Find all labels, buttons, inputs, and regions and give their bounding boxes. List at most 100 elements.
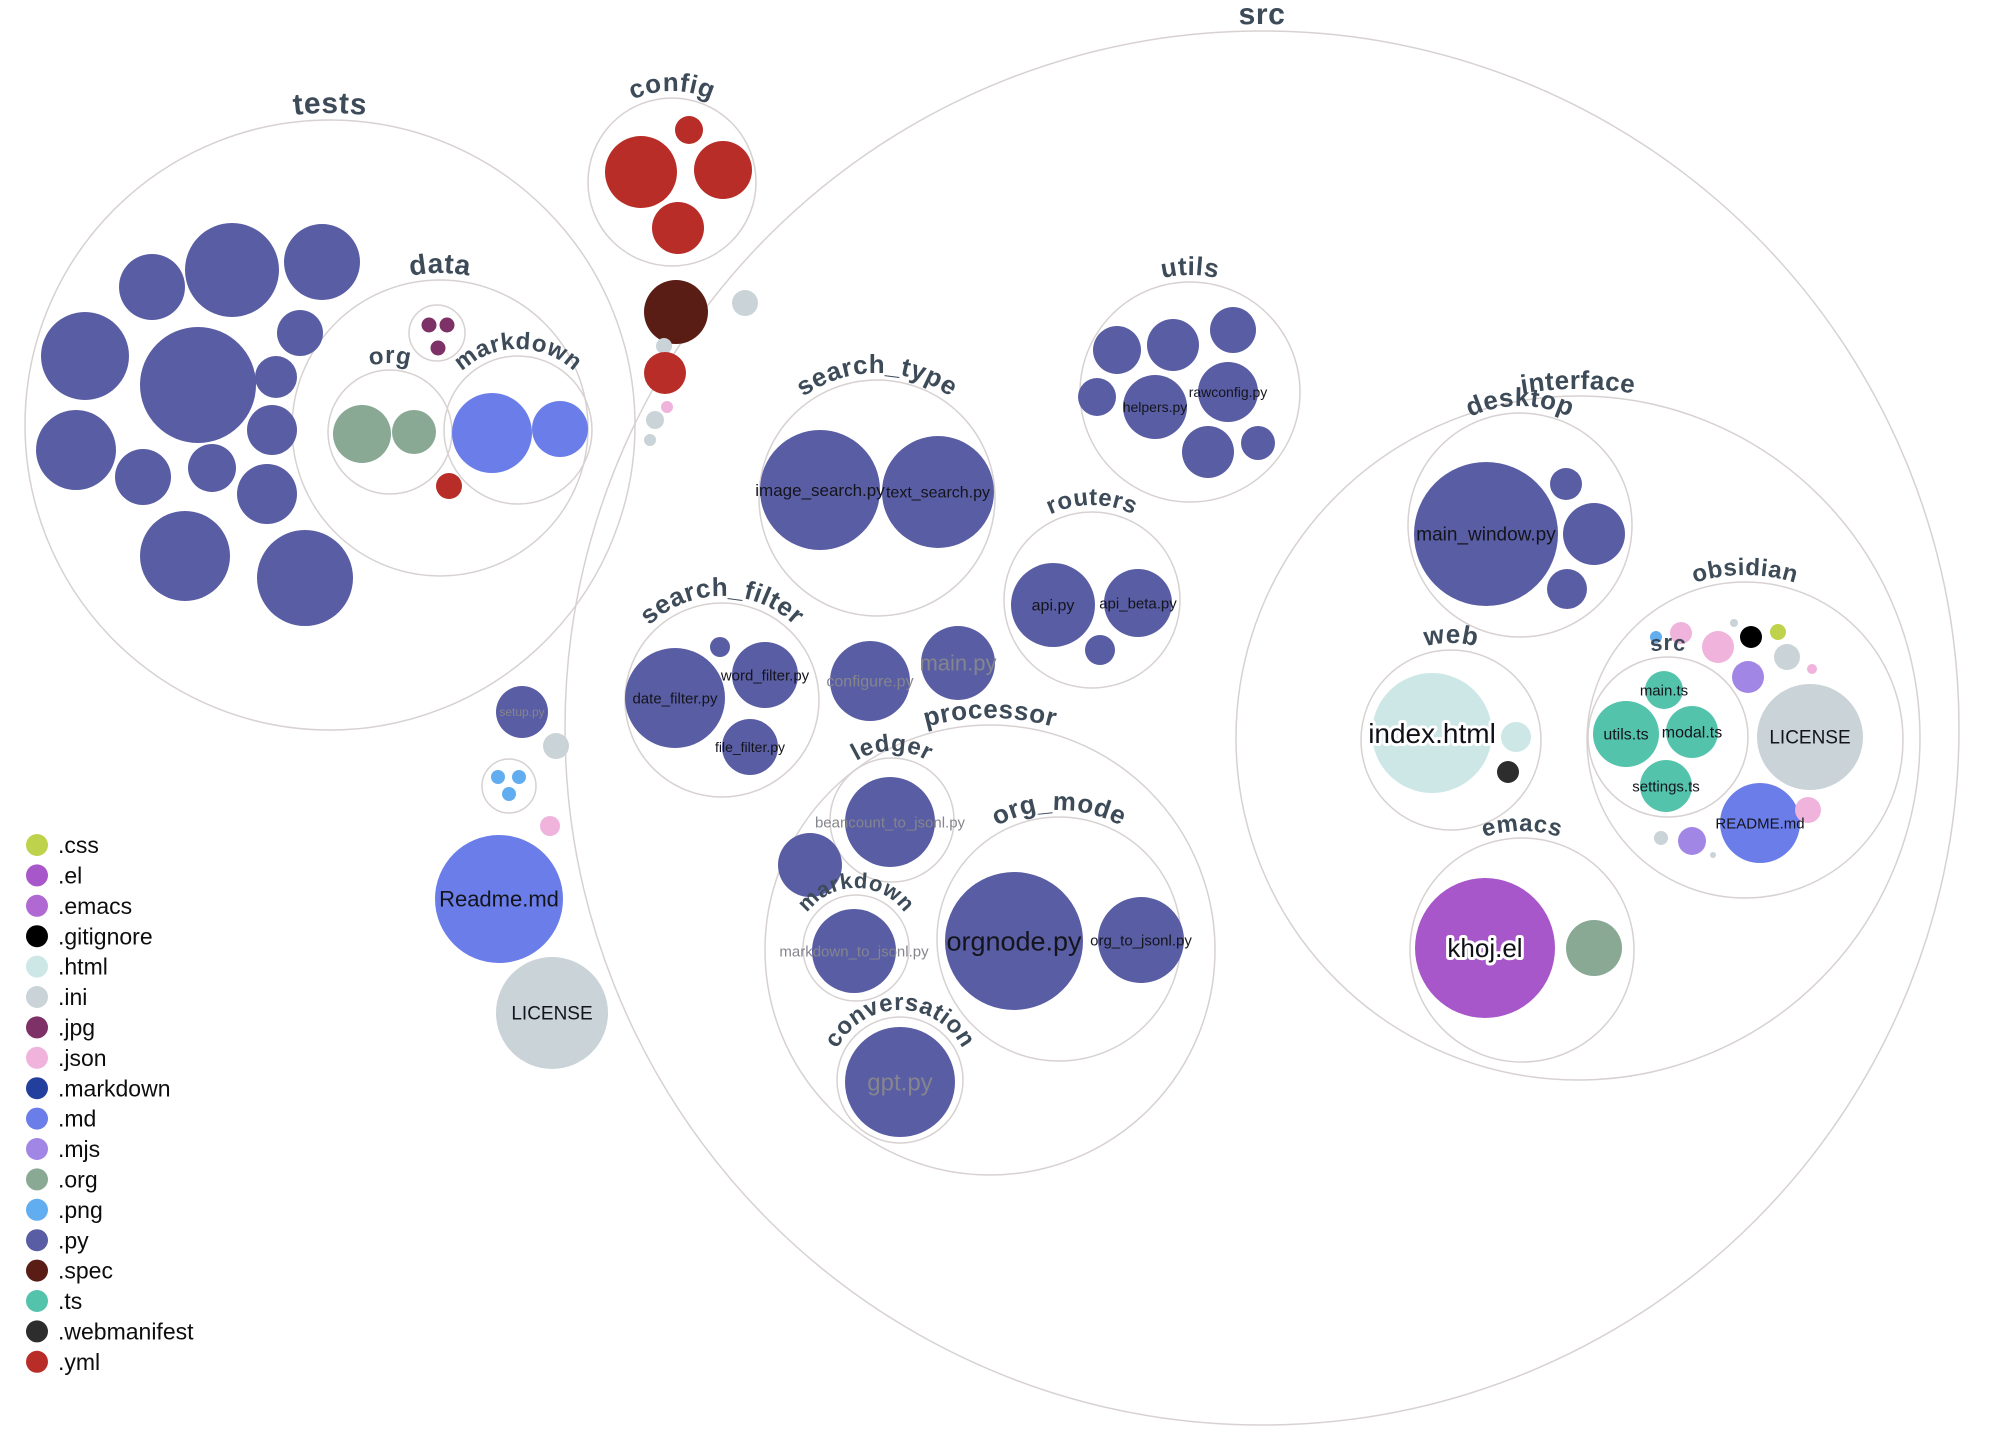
file-py-file-circle[interactable]	[1241, 426, 1275, 460]
file-mjs-file-circle[interactable]	[1732, 661, 1764, 693]
file-ini-file-circle[interactable]	[1774, 644, 1800, 670]
file-ini-file-circle[interactable]	[1710, 852, 1716, 858]
file-md-file-circle[interactable]	[452, 393, 532, 473]
file-py-file-circle[interactable]	[1210, 307, 1256, 353]
file-org-file-circle[interactable]	[333, 405, 391, 463]
folder-jpg-cluster-circle[interactable]	[408, 304, 466, 362]
file-py-file-circle[interactable]	[185, 223, 279, 317]
file-orgnode.py-circle[interactable]	[945, 872, 1083, 1010]
file-yml-file-circle[interactable]	[436, 473, 462, 499]
file-configure.py-circle[interactable]	[830, 641, 910, 721]
file-yml-file-circle[interactable]	[652, 202, 704, 254]
file-py-file-circle[interactable]	[36, 410, 116, 490]
file-api_beta.py-circle[interactable]	[1104, 569, 1172, 637]
folder-markdown-data-circle[interactable]	[443, 355, 593, 505]
file-rawconfig.py-circle[interactable]	[1198, 362, 1258, 422]
file-khoj.el-circle[interactable]	[1415, 878, 1555, 1018]
file-main.py-circle[interactable]	[921, 626, 995, 700]
file-py-file-circle[interactable]	[778, 833, 842, 897]
file-png-file-circle[interactable]	[1650, 631, 1662, 643]
file-jpg-file-circle[interactable]	[439, 317, 455, 333]
file-ini-file-circle[interactable]	[656, 338, 672, 354]
folder-desktop-circle[interactable]	[1407, 412, 1633, 638]
file-yml-file-circle[interactable]	[675, 116, 703, 144]
file-py-file-circle[interactable]	[1147, 319, 1199, 371]
file-py-file-circle[interactable]	[115, 449, 171, 505]
folder-src-root-circle[interactable]	[564, 30, 1960, 1426]
file-json-file-circle[interactable]	[1795, 797, 1821, 823]
file-word_filter.py-circle[interactable]	[732, 642, 798, 708]
file-main.ts-circle[interactable]	[1645, 671, 1683, 709]
file-md-file-circle[interactable]	[532, 401, 588, 457]
file-py-file-circle[interactable]	[1550, 468, 1582, 500]
folder-emacs-circle[interactable]	[1409, 837, 1635, 1063]
folder-markdown-processor-circle[interactable]	[802, 894, 910, 1002]
file-py-file-circle[interactable]	[237, 464, 297, 524]
file-ini-file-circle[interactable]	[646, 411, 664, 429]
file-api.py-circle[interactable]	[1011, 563, 1095, 647]
file-ini-file-circle[interactable]	[644, 434, 656, 446]
file-py-file-circle[interactable]	[1078, 378, 1116, 416]
file-setup.py-circle[interactable]	[496, 686, 548, 738]
file-png-file-circle[interactable]	[491, 770, 505, 784]
file-json-file-circle[interactable]	[540, 816, 560, 836]
file-json-file-circle[interactable]	[661, 401, 673, 413]
folder-web-circle[interactable]	[1360, 649, 1542, 831]
file-py-file-circle[interactable]	[255, 356, 297, 398]
folder-search-filter-circle[interactable]	[624, 602, 820, 798]
folder-search-type-circle[interactable]	[758, 379, 996, 617]
folder-png-cluster-circle[interactable]	[481, 758, 537, 814]
file-Readme.md-circle[interactable]	[435, 835, 563, 963]
folder-processor-circle[interactable]	[764, 724, 1216, 1176]
file-png-file-circle[interactable]	[502, 787, 516, 801]
file-yml-file-circle[interactable]	[694, 141, 752, 199]
file-settings.ts-circle[interactable]	[1640, 760, 1692, 812]
file-py-file-circle[interactable]	[1093, 326, 1141, 374]
folder-routers-circle[interactable]	[1003, 511, 1181, 689]
file-py-file-circle[interactable]	[284, 224, 360, 300]
file-org_to_jsonl.py-circle[interactable]	[1098, 897, 1184, 983]
file-text_search.py-circle[interactable]	[882, 436, 994, 548]
file-py-file-circle[interactable]	[41, 312, 129, 400]
file-py-file-circle[interactable]	[1563, 503, 1625, 565]
file-modal.ts-circle[interactable]	[1666, 706, 1718, 758]
folder-obsidian-circle[interactable]	[1586, 581, 1904, 899]
file-LICENSE-circle[interactable]	[496, 957, 608, 1069]
file-html-file-circle[interactable]	[1501, 722, 1531, 752]
file-py-file-circle[interactable]	[1085, 635, 1115, 665]
file-utils.ts-circle[interactable]	[1593, 701, 1659, 767]
file-py-file-circle[interactable]	[247, 405, 297, 455]
file-png-file-circle[interactable]	[512, 770, 526, 784]
file-ini-file-circle[interactable]	[732, 290, 758, 316]
file-mjs-file-circle[interactable]	[1678, 827, 1706, 855]
file-py-file-circle[interactable]	[119, 254, 185, 320]
file-py-file-circle[interactable]	[140, 327, 256, 443]
file-jpg-file-circle[interactable]	[421, 317, 437, 333]
file-yml-file-circle[interactable]	[644, 352, 686, 394]
file-py-file-circle[interactable]	[188, 444, 236, 492]
file-markdown_to_jsonl.py-circle[interactable]	[812, 909, 896, 993]
file-ini-file-circle[interactable]	[1730, 619, 1738, 627]
file-main_window.py-circle[interactable]	[1414, 462, 1558, 606]
file-ini-file-circle[interactable]	[1654, 831, 1668, 845]
file-css-file-circle[interactable]	[1770, 624, 1786, 640]
file-spec-file-circle[interactable]	[644, 280, 708, 344]
folder-org-data-circle[interactable]	[327, 369, 453, 495]
folder-interface-circle[interactable]	[1235, 395, 1921, 1081]
file-yml-file-circle[interactable]	[605, 136, 677, 208]
file-image_search.py-circle[interactable]	[760, 430, 880, 550]
file-LICENSE-circle[interactable]	[1757, 684, 1863, 790]
file-json-file-circle[interactable]	[1702, 631, 1734, 663]
folder-conversation-circle[interactable]	[836, 1016, 964, 1144]
file-py-file-circle[interactable]	[1182, 426, 1234, 478]
file-file_filter.py-circle[interactable]	[722, 719, 778, 775]
file-gpt.py-circle[interactable]	[845, 1027, 955, 1137]
file-json-file-circle[interactable]	[1807, 664, 1817, 674]
file-org-file-circle[interactable]	[392, 410, 436, 454]
file-gitignore-file-circle[interactable]	[1740, 626, 1762, 648]
file-jpg-file-circle[interactable]	[430, 340, 446, 356]
file-py-file-circle[interactable]	[140, 511, 230, 601]
file-json-file-circle[interactable]	[1670, 622, 1692, 644]
file-py-file-circle[interactable]	[257, 530, 353, 626]
folder-config-circle[interactable]	[587, 97, 757, 267]
